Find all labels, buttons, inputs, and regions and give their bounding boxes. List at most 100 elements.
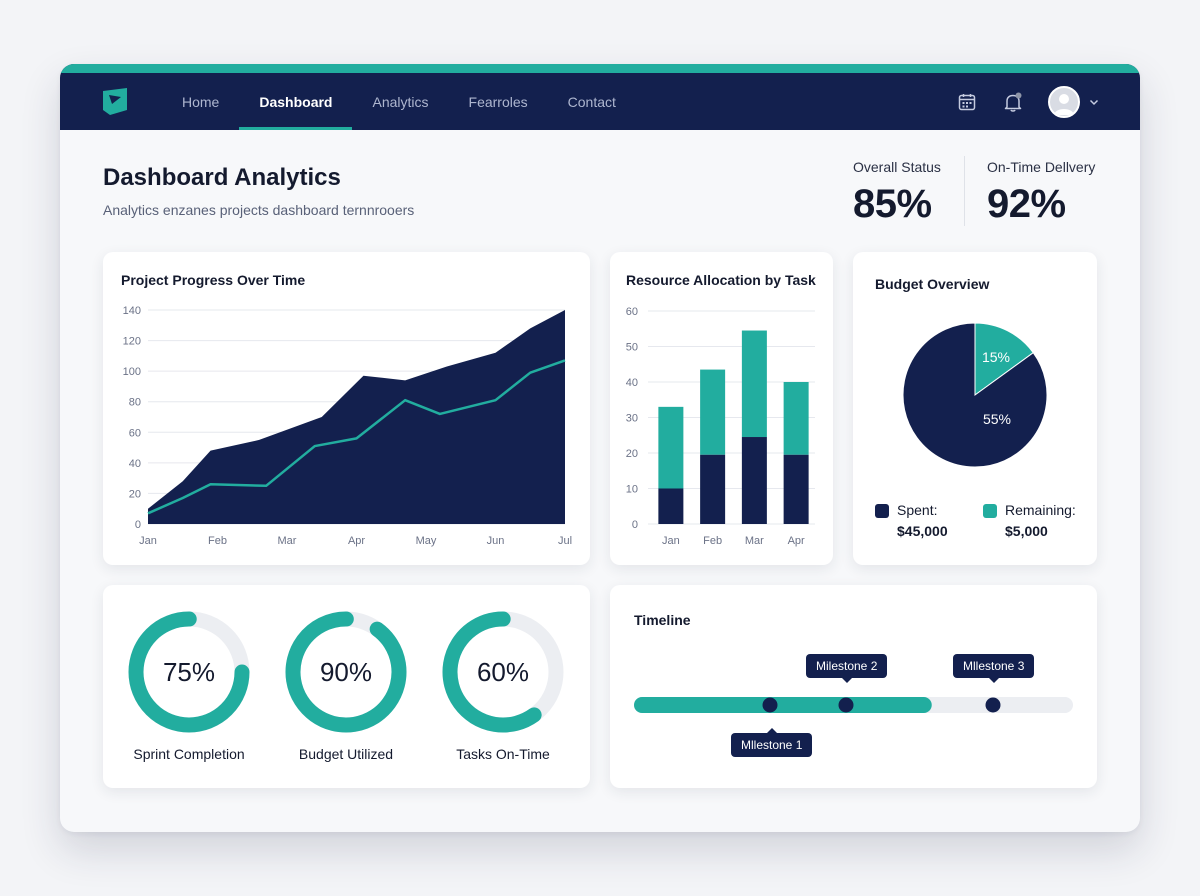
bar-segment-top <box>783 382 809 455</box>
header-actions <box>956 73 1100 130</box>
resource-allocation-card: Resource Allocation by Task 0 10 20 30 40 50 6… <box>610 252 833 565</box>
legend-value: $45,000 <box>897 523 948 539</box>
bell-icon[interactable] <box>1002 91 1024 113</box>
card-title: Timeline <box>634 612 691 628</box>
y-tick-label: 40 <box>626 377 638 389</box>
gauge-rings <box>128 611 564 733</box>
legend-spent: Spent: $45,000 <box>875 502 948 539</box>
gauge-fill <box>285 611 407 733</box>
milestone-marker <box>838 697 854 713</box>
legend-value: $5,000 <box>1005 523 1048 539</box>
bar-segment-top <box>658 406 684 489</box>
nav-home[interactable]: Home <box>182 93 220 110</box>
y-tick-label: 0 <box>632 519 638 531</box>
bar-segment-bottom <box>741 437 767 524</box>
milestone-2-label[interactable]: Milestone 2 <box>806 654 888 683</box>
y-tick-label: 40 <box>129 458 141 470</box>
line-series-2 <box>147 359 566 515</box>
logo-icon[interactable] <box>100 86 130 116</box>
x-tick-label: Jan <box>662 535 680 547</box>
kpi-value: 92% <box>987 182 1066 226</box>
bar-segment-top <box>700 369 726 455</box>
y-tick-label: 60 <box>129 427 141 439</box>
pie-label: 15% <box>982 349 1010 365</box>
legend-label: Remaining: <box>1005 502 1076 518</box>
nav-dashboard[interactable]: Dashboard <box>239 73 353 130</box>
area-chart: 0 20 40 60 80 100 120 140 Jan Feb Mar Apr May Jun Jul <box>123 305 572 547</box>
pie-slice <box>902 322 1048 468</box>
milestone-3-label[interactable]: Mllestone 3 <box>953 654 1035 683</box>
y-tick-label: 140 <box>123 305 141 317</box>
y-tick-label: 60 <box>626 306 638 318</box>
y-tick-label: 0 <box>135 519 141 531</box>
kpi-value: 85% <box>853 182 932 226</box>
y-tick-label: 20 <box>129 488 141 500</box>
milestone-1-label[interactable]: Mllestone 1 <box>731 728 813 757</box>
project-progress-card: Project Progress Over Time 0 20 40 60 80 100 1… <box>103 252 590 565</box>
y-tick-label: 30 <box>626 413 638 425</box>
x-tick-label: Feb <box>703 535 722 547</box>
avatar[interactable] <box>1048 85 1080 118</box>
y-tick-label: 100 <box>123 366 141 378</box>
legend-swatch <box>875 504 889 518</box>
milestone-marker <box>762 697 778 713</box>
gauge-label: Budget Utilized <box>298 746 394 762</box>
nav-features[interactable]: Fearroles <box>468 93 528 110</box>
gauge-value: 75% <box>162 657 216 687</box>
gauge-fill <box>128 611 250 733</box>
area-series-1 <box>148 310 565 524</box>
pie-chart: 55% 15% <box>902 322 1048 468</box>
bar-segment-bottom <box>658 488 684 524</box>
pie-slice <box>974 322 1034 396</box>
x-tick-label: Feb <box>208 535 227 547</box>
x-tick-label: Jun <box>487 535 505 547</box>
app-window: Home Dashboard Analytics Fearroles Conta… <box>60 64 1140 832</box>
kpi-label: Overall Status <box>853 159 941 175</box>
pie-label: 55% <box>983 411 1011 427</box>
page-subtitle: Analytics enzanes projects dashboard ter… <box>103 202 415 218</box>
card-title: Project Progress Over Time <box>121 272 306 288</box>
y-tick-label: 50 <box>626 342 638 354</box>
x-tick-label: Mar <box>745 535 764 547</box>
gauge-label: Sprint Completion <box>133 746 245 762</box>
calendar-icon[interactable] <box>956 91 978 113</box>
timeline-card: Timeline Milestone 2 Mllestone 3 Mllesto… <box>610 585 1097 788</box>
bar-segment-bottom <box>700 454 726 524</box>
gauge-fill <box>442 611 564 733</box>
y-tick-label: 10 <box>626 484 638 496</box>
legend-label: Spent: <box>897 502 938 518</box>
milestone-marker <box>985 697 1001 713</box>
card-title: Resource Allocation by Task <box>626 272 816 288</box>
y-tick-label: 120 <box>123 336 141 348</box>
chevron-down-icon[interactable] <box>1088 96 1100 108</box>
bar-chart: 0 10 20 30 40 50 60 Jan Feb Mar Apr <box>626 306 815 547</box>
x-tick-label: Jul <box>558 535 572 547</box>
card-title: Budget Overview <box>875 276 990 292</box>
budget-overview-card: Budget Overview 55% 15% Spent: $45,000 Re… <box>853 252 1097 565</box>
kpi-label: On-Time Dellvery <box>987 159 1096 175</box>
bar-segment-bottom <box>783 454 809 524</box>
x-tick-label: Apr <box>788 535 805 547</box>
y-tick-label: 80 <box>129 397 141 409</box>
kpi-overall-status: Overall Status 85% <box>853 159 941 227</box>
bar-segment-top <box>741 330 767 438</box>
kpi-on-time-delivery: On-Time Dellvery 92% <box>987 159 1095 227</box>
notification-dot <box>1015 92 1022 98</box>
timeline-track <box>634 697 1073 713</box>
kpi-divider <box>964 156 965 226</box>
page-title: Dashboard Analytics <box>103 164 341 191</box>
nav-contact[interactable]: Contact <box>567 93 616 110</box>
x-tick-label: Apr <box>348 535 365 547</box>
gauge-label: Tasks On-Time <box>456 746 550 762</box>
x-tick-label: Jan <box>139 535 157 547</box>
legend-swatch <box>983 504 997 518</box>
gauge-value: 90% <box>319 657 373 687</box>
legend-remaining: Remaining: $5,000 <box>983 502 1076 539</box>
y-tick-label: 20 <box>626 448 638 460</box>
x-tick-label: May <box>416 535 437 547</box>
gauge-value: 60% <box>476 657 530 687</box>
gauges-card: 75% 90% 60% Sprint Completion Budget Uti… <box>103 585 590 788</box>
nav-analytics[interactable]: Analytics <box>372 93 429 110</box>
x-tick-label: Mar <box>278 535 297 547</box>
top-navigation-bar: Home Dashboard Analytics Fearroles Conta… <box>60 64 1140 130</box>
